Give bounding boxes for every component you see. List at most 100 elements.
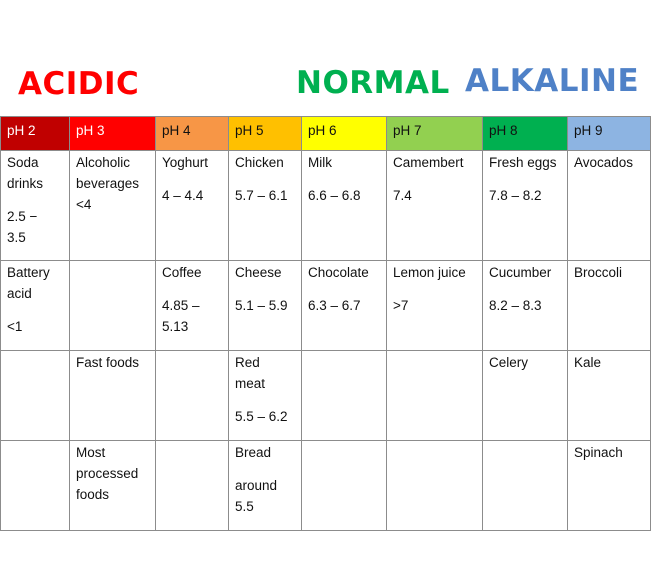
table-cell	[0, 440, 70, 531]
table-cell: Coffee 4.85 – 5.13	[155, 260, 229, 351]
table-row: Battery acid <1 Coffee 4.85 – 5.13 Cheese 5.1 –…	[0, 260, 651, 351]
cell-spacer	[235, 463, 295, 475]
cell-spacer	[235, 394, 295, 406]
food-name: meat	[235, 376, 266, 391]
table-cell: Broccoli	[567, 260, 651, 351]
ph-value: 4.85 –	[162, 298, 200, 313]
ph-value: >7	[393, 298, 409, 313]
ph-header-ph-8: pH 8	[482, 116, 568, 151]
food-name: Cheese	[235, 265, 282, 280]
table-cell: Fresh eggs 7.8 – 8.2	[482, 150, 568, 261]
table-cell: Alcoholic beverages <4	[69, 150, 156, 261]
food-name: Avocados	[574, 155, 634, 170]
cell-spacer	[393, 283, 476, 295]
food-name: Fresh eggs	[489, 155, 557, 170]
heading-acidic: ACIDIC	[18, 66, 140, 102]
ph-header-ph-3: pH 3	[69, 116, 156, 151]
food-name: Soda	[7, 155, 39, 170]
ph-header-ph-2: pH 2	[0, 116, 70, 151]
table-cell	[301, 350, 387, 441]
food-name: processed	[76, 466, 139, 481]
table-cell	[301, 440, 387, 531]
heading-normal: NORMAL	[296, 65, 450, 101]
cell-spacer	[162, 283, 222, 295]
ph-header-ph-6: pH 6	[301, 116, 387, 151]
cell-spacer	[308, 283, 380, 295]
ph-header-ph-9: pH 9	[567, 116, 651, 151]
food-name: Red	[235, 355, 260, 370]
ph-header-row: pH 2 pH 3 pH 4 pH 5 pH 6 pH 7 pH 8 pH 9	[0, 116, 651, 151]
ph-value: 6.3 – 6.7	[308, 298, 361, 313]
food-name: drinks	[7, 176, 44, 191]
food-name: foods	[76, 487, 110, 502]
food-name: Chicken	[235, 155, 284, 170]
ph-value: 7.4	[393, 188, 412, 203]
food-name: Milk	[308, 155, 332, 170]
table-cell: Red meat 5.5 – 6.2	[228, 350, 302, 441]
food-name: beverages	[76, 176, 140, 191]
ph-table-body: Soda drinks 2.5 − 3.5 Alcoholic beverages <4 Yo…	[0, 150, 651, 531]
food-name: Broccoli	[574, 265, 623, 280]
food-name: <4	[76, 197, 92, 212]
table-cell: Yoghurt 4 – 4.4	[155, 150, 229, 261]
table-row: Soda drinks 2.5 − 3.5 Alcoholic beverages <4 Yo…	[0, 150, 651, 261]
table-cell	[155, 440, 229, 531]
food-name: acid	[7, 286, 32, 301]
cell-spacer	[489, 283, 561, 295]
table-cell	[482, 440, 568, 531]
table-cell	[0, 350, 70, 441]
ph-value: <1	[7, 319, 23, 334]
cell-spacer	[235, 173, 295, 185]
ph-value: 5.5 – 6.2	[235, 409, 288, 424]
ph-value: 5.13	[162, 319, 189, 334]
ph-value: 6.6 – 6.8	[308, 188, 361, 203]
table-cell: Kale	[567, 350, 651, 441]
table-cell: Fast foods	[69, 350, 156, 441]
table-cell	[69, 260, 156, 351]
ph-food-table: pH 2 pH 3 pH 4 pH 5 pH 6 pH 7 pH 8 pH 9 Soda dri…	[0, 116, 651, 531]
table-cell: Chicken 5.7 – 6.1	[228, 150, 302, 261]
ph-header-ph-5: pH 5	[228, 116, 302, 151]
food-name: Cucumber	[489, 265, 552, 280]
table-cell	[386, 440, 483, 531]
table-cell: Cucumber 8.2 – 8.3	[482, 260, 568, 351]
food-name: Fast foods	[76, 355, 140, 370]
ph-value: 5.7 – 6.1	[235, 188, 288, 203]
ph-value: 3.5	[7, 230, 26, 245]
ph-value: 4 – 4.4	[162, 188, 204, 203]
ph-value: 7.8 – 8.2	[489, 188, 542, 203]
table-row: Fast foods Red meat 5.5 – 6.2 Celery Kale	[0, 350, 651, 441]
food-name: Most	[76, 445, 106, 460]
ph-value: 2.5 −	[7, 209, 38, 224]
table-cell: Avocados	[567, 150, 651, 261]
table-cell: Spinach	[567, 440, 651, 531]
table-cell: Camembert 7.4	[386, 150, 483, 261]
ph-value: around	[235, 478, 278, 493]
table-cell	[155, 350, 229, 441]
cell-spacer	[7, 304, 63, 316]
food-name: Coffee	[162, 265, 202, 280]
cell-spacer	[489, 173, 561, 185]
food-name: Celery	[489, 355, 529, 370]
food-name: Yoghurt	[162, 155, 209, 170]
food-name: Lemon juice	[393, 265, 466, 280]
cell-spacer	[235, 283, 295, 295]
table-cell: Soda drinks 2.5 − 3.5	[0, 150, 70, 261]
cell-spacer	[308, 173, 380, 185]
ph-header-ph-7: pH 7	[386, 116, 483, 151]
table-row: Most processed foods Bread around 5.5 Spinach	[0, 440, 651, 531]
ph-value: 5.1 – 5.9	[235, 298, 288, 313]
table-cell: Celery	[482, 350, 568, 441]
table-cell: Chocolate 6.3 – 6.7	[301, 260, 387, 351]
table-cell: Lemon juice >7	[386, 260, 483, 351]
ph-value: 5.5	[235, 499, 254, 514]
cell-spacer	[7, 194, 63, 206]
food-name: Battery	[7, 265, 50, 280]
food-name: Chocolate	[308, 265, 369, 280]
ph-value: 8.2 – 8.3	[489, 298, 542, 313]
cell-spacer	[393, 173, 476, 185]
table-cell: Bread around 5.5	[228, 440, 302, 531]
table-cell: Cheese 5.1 – 5.9	[228, 260, 302, 351]
heading-alkaline: ALKALINE	[465, 63, 640, 99]
food-name: Spinach	[574, 445, 623, 460]
